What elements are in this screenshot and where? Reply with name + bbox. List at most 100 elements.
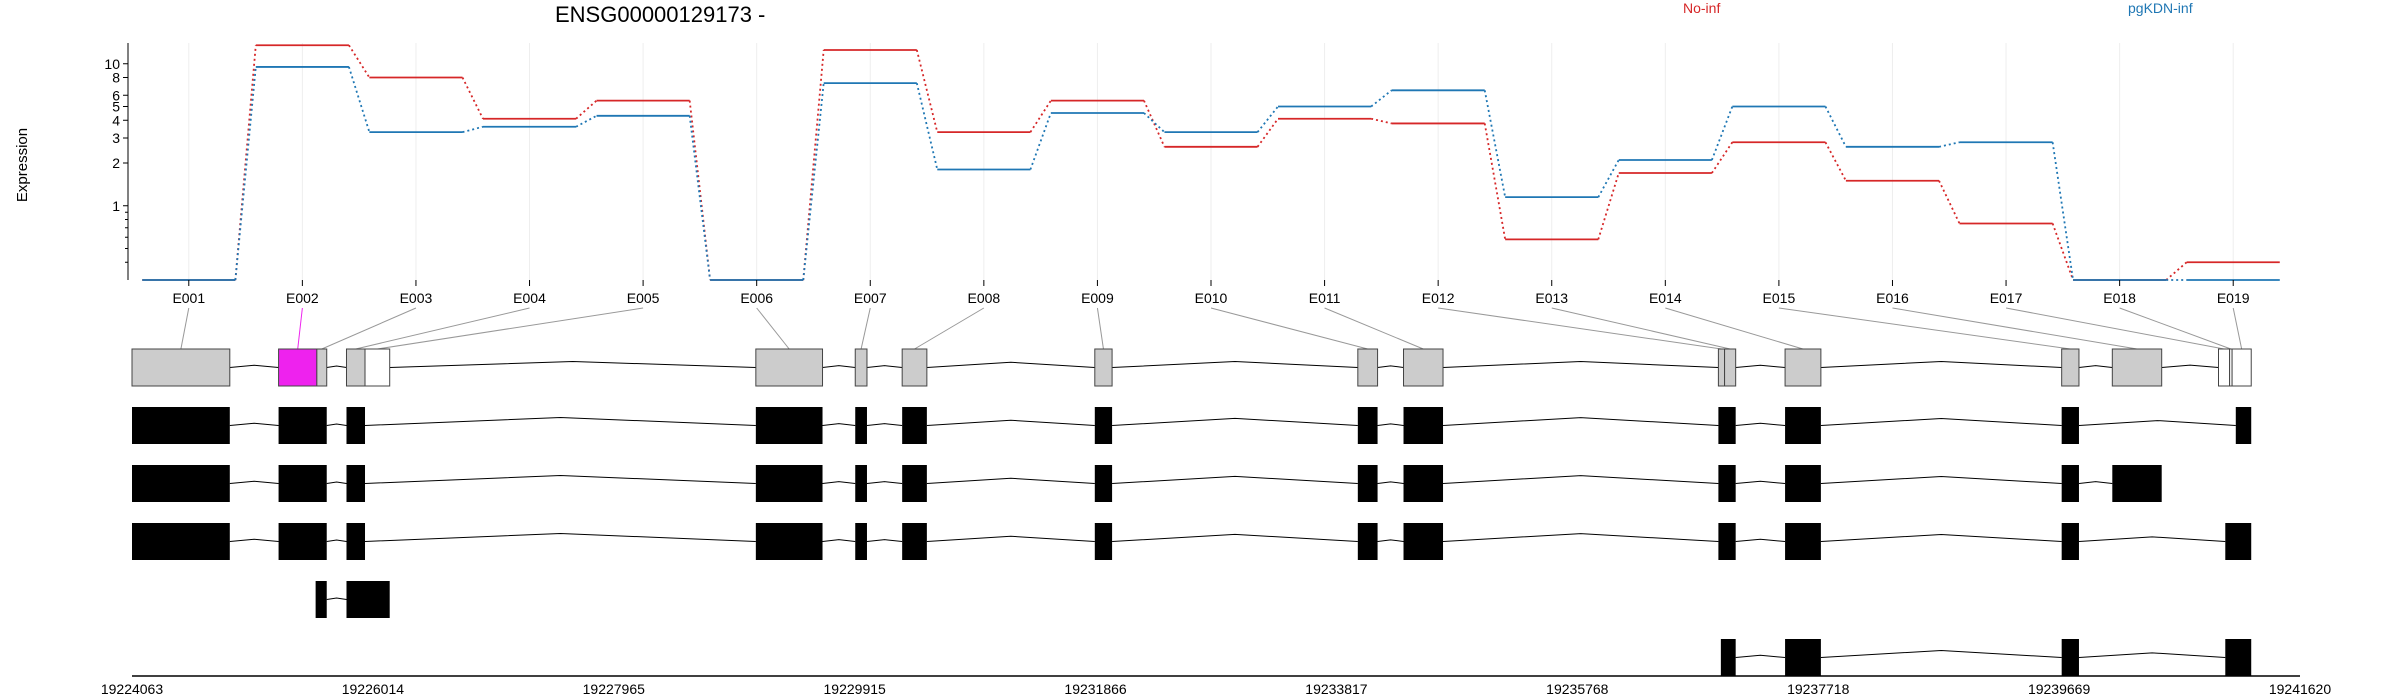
- intron-line: [2161, 364, 2219, 368]
- connector-e012: [1438, 307, 1722, 350]
- intron-line: [1735, 364, 1786, 368]
- exon-box-e005: [364, 348, 391, 387]
- transcript-2: [132, 465, 2162, 502]
- legend-pgkdn-inf: pgKDN-inf: [2128, 0, 2193, 16]
- series-connector: [1483, 90, 1507, 198]
- transcript-exon: [1094, 407, 1113, 444]
- exon-box-e011: [1403, 348, 1444, 387]
- intron-line: [1112, 533, 1358, 542]
- series-connector: [1370, 117, 1392, 125]
- connector-e010: [1210, 307, 1368, 350]
- exon-label-e002: E002: [286, 290, 319, 306]
- intron-line: [326, 365, 347, 368]
- coord-label: 19233817: [1305, 681, 1368, 697]
- coord-label: 19229915: [824, 681, 887, 697]
- intron-line: [1735, 538, 1786, 542]
- gene-model: [131, 348, 2252, 387]
- transcript-exon: [2235, 407, 2252, 444]
- connector-e004: [355, 307, 530, 350]
- connector-e003: [321, 307, 417, 350]
- y-tick-label: 10: [104, 56, 120, 72]
- exon-box-e012: [1717, 348, 1726, 387]
- transcript-5: [1720, 639, 2252, 676]
- connector-e014: [1665, 307, 1804, 350]
- exon-box-e010: [1357, 348, 1379, 387]
- series-connector: [1597, 172, 1620, 240]
- coord-label: 19227965: [583, 681, 646, 697]
- intron-line: [1112, 417, 1358, 426]
- transcript-exon: [278, 523, 327, 560]
- transcript-exon: [132, 407, 230, 444]
- intron-line: [1735, 480, 1786, 484]
- transcript-exon: [132, 465, 230, 502]
- series-connector: [1143, 100, 1166, 148]
- series-connector: [348, 44, 371, 78]
- intron-line: [229, 422, 279, 426]
- transcript-exon: [855, 523, 867, 560]
- exon-label-e008: E008: [967, 290, 1000, 306]
- exon-box-e002: [278, 348, 318, 387]
- coord-label: 19237718: [1787, 681, 1850, 697]
- transcript-exon: [2112, 465, 2162, 502]
- transcript-exon: [1403, 523, 1444, 560]
- exon-box-e004: [345, 348, 366, 387]
- intron-line: [229, 538, 279, 542]
- series-connector: [802, 49, 825, 281]
- exon-label-e001: E001: [172, 290, 205, 306]
- transcript-exon: [346, 465, 366, 502]
- exon-label-e005: E005: [627, 290, 660, 306]
- transcript-exon: [2061, 523, 2079, 560]
- exon-box-e013: [1724, 348, 1737, 387]
- transcript-exon: [755, 465, 823, 502]
- intron-line: [866, 481, 903, 484]
- intron-line: [866, 423, 903, 426]
- exon-label-e015: E015: [1763, 290, 1796, 306]
- series-connector: [1143, 112, 1166, 133]
- transcript-exon: [1785, 465, 1821, 502]
- transcript-exon: [1785, 639, 1821, 676]
- series-connector: [1029, 112, 1052, 170]
- transcript-exon: [755, 523, 823, 560]
- connector-e009: [1096, 307, 1104, 350]
- exon-box-e003: [316, 348, 328, 387]
- transcript-exon: [1785, 523, 1821, 560]
- y-tick-label: 2: [112, 155, 120, 171]
- exon-labels: E001 E002 E003 E004 E005 E006 E007 E008 E009 E010…: [172, 280, 2250, 306]
- exon-box-e016: [2111, 348, 2163, 387]
- genome-coordinate-axis: 19224063 19226014 19227965 19229915 19231866…: [101, 675, 2331, 697]
- intron-line: [1820, 649, 2062, 658]
- series-pgkdn-inf: [142, 66, 2280, 281]
- coord-label: 19226014: [342, 681, 405, 697]
- transcript-exon: [1403, 465, 1444, 502]
- series-connector: [234, 66, 257, 281]
- intron-line: [1377, 481, 1404, 484]
- series-connector: [688, 115, 712, 281]
- intron-line: [2078, 652, 2226, 658]
- intron-line: [229, 480, 279, 484]
- series-connector: [1256, 105, 1279, 133]
- transcript-1: [132, 407, 2252, 444]
- connector-e013: [1551, 307, 1731, 350]
- y-tick-label: 4: [112, 112, 120, 128]
- exon-label-e013: E013: [1535, 290, 1568, 306]
- connector-e017: [2005, 307, 2225, 350]
- intron-line: [389, 360, 756, 368]
- exon-box-e007: [854, 348, 868, 387]
- transcript-exon: [1094, 523, 1113, 560]
- exon-label-e010: E010: [1195, 290, 1228, 306]
- intron-line: [1820, 475, 2062, 484]
- exon-label-e014: E014: [1649, 290, 1682, 306]
- intron-line: [822, 365, 856, 368]
- series-connector: [575, 115, 597, 128]
- series-connector: [234, 45, 257, 281]
- transcript-exon: [346, 523, 366, 560]
- transcript-exon: [1718, 407, 1736, 444]
- transcript-exon: [902, 407, 927, 444]
- intron-line: [1820, 533, 2062, 542]
- transcript-exon: [2061, 407, 2079, 444]
- series-connector: [1938, 180, 1961, 224]
- intron-line: [326, 539, 347, 542]
- series-connector: [2051, 223, 2074, 281]
